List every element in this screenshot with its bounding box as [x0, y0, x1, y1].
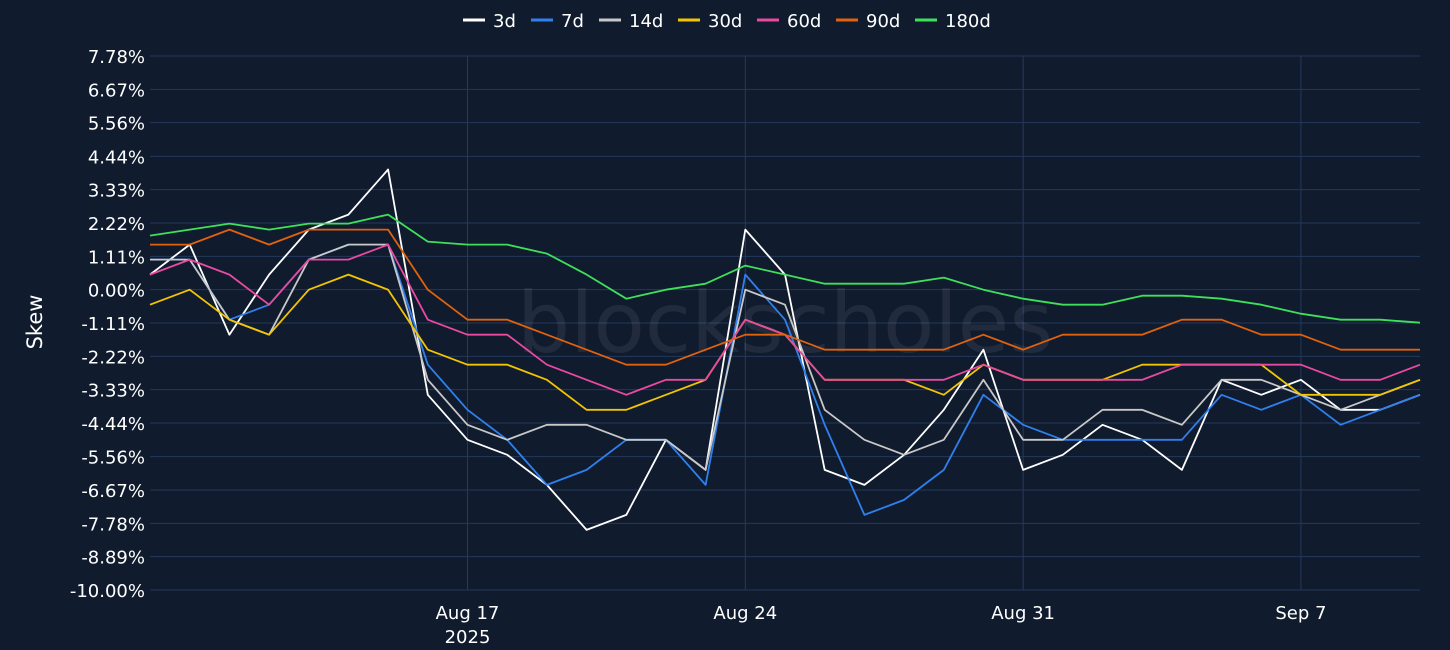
- y-tick-label: -5.56%: [81, 448, 145, 469]
- y-tick-label: -4.44%: [81, 414, 145, 435]
- y-tick-label: 7.78%: [88, 47, 145, 68]
- x-tick-label: Aug 24: [713, 603, 777, 624]
- y-tick-label: 5.56%: [88, 114, 145, 135]
- grid: [150, 55, 1420, 591]
- series-line-14d: [150, 243, 1421, 471]
- x-axis: Aug 17 2025 Aug 24 Aug 31 Sep 7: [436, 603, 1327, 648]
- legend-label-30d: 30d: [708, 11, 742, 32]
- legend-label-3d: 3d: [493, 11, 516, 32]
- series-lines: [149, 168, 1421, 531]
- series-line-90d: [150, 228, 1420, 366]
- y-tick-label: -1.11%: [81, 314, 145, 335]
- x-tick-label: Aug 31: [991, 603, 1055, 624]
- y-tick-label: 2.22%: [88, 214, 145, 235]
- y-tick-label: -3.33%: [81, 381, 145, 402]
- y-tick-label: 1.11%: [88, 247, 145, 268]
- y-tick-label: 4.44%: [88, 147, 145, 168]
- y-tick-label: 0.00%: [88, 281, 145, 302]
- y-tick-label: -8.89%: [81, 548, 145, 569]
- y-tick-label: -6.67%: [81, 481, 145, 502]
- x-tick-year-label: 2025: [445, 627, 491, 648]
- watermark-logo: blockscholes: [517, 274, 1053, 372]
- y-tick-label: 3.33%: [88, 181, 145, 202]
- legend: 3d 7d 14d 30d 60d 90d 180d: [463, 11, 991, 32]
- y-tick-label: -2.22%: [81, 347, 145, 368]
- y-tick-label: -10.00%: [70, 581, 145, 602]
- x-tick-label: Aug 17: [436, 603, 500, 624]
- legend-label-180d: 180d: [945, 11, 991, 32]
- legend-label-14d: 14d: [629, 11, 663, 32]
- y-axis: 7.78% 6.67% 5.56% 4.44% 3.33% 2.22% 1.11% 0.00%…: [70, 47, 145, 602]
- legend-label-90d: 90d: [866, 11, 900, 32]
- series-line-180d: [149, 213, 1421, 324]
- y-tick-label: -7.78%: [81, 514, 145, 535]
- legend-label-60d: 60d: [787, 11, 821, 32]
- x-tick-label: Sep 7: [1275, 603, 1326, 624]
- legend-label-7d: 7d: [561, 11, 584, 32]
- y-tick-label: 6.67%: [88, 80, 145, 101]
- y-axis-title: Skew: [23, 295, 47, 350]
